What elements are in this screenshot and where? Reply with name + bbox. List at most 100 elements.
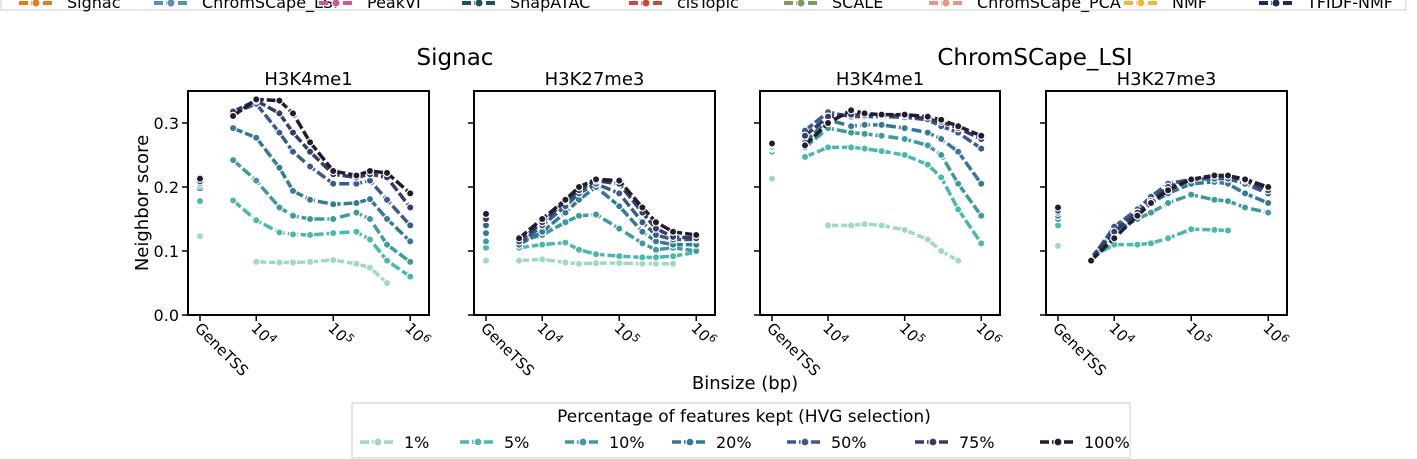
data-point	[305, 230, 315, 240]
data-point	[382, 278, 392, 288]
data-point	[1163, 198, 1173, 208]
data-point	[668, 259, 678, 268]
data-point	[1133, 211, 1142, 220]
group-title-signac: Signac	[417, 45, 494, 71]
data-point	[900, 123, 909, 133]
y-axis-label: Neighbor score	[132, 135, 153, 271]
y-tick-label: 0.1	[154, 242, 179, 261]
method-legend-marker	[1271, 0, 1281, 8]
data-point	[406, 189, 415, 198]
data-point	[923, 128, 932, 137]
data-point	[514, 233, 524, 243]
data-point	[860, 144, 869, 153]
series-100%	[195, 95, 415, 198]
data-point	[1110, 233, 1119, 243]
data-point	[937, 150, 946, 160]
data-point	[365, 194, 375, 204]
method-legend-item: ChromSCape_PCA	[929, 0, 1121, 13]
data-point	[900, 134, 909, 144]
data-point	[228, 155, 238, 165]
series-100%	[481, 175, 701, 243]
data-point	[615, 224, 624, 233]
percentage-legend-label: 50%	[831, 433, 867, 452]
data-point	[305, 137, 315, 147]
series-line	[232, 97, 412, 195]
genetss-point	[1053, 241, 1063, 251]
data-point	[1223, 171, 1233, 180]
data-point	[305, 214, 315, 224]
data-point	[352, 171, 361, 180]
data-point	[275, 258, 284, 267]
data-point	[668, 227, 678, 236]
percentage-legend-label: 10%	[609, 433, 645, 452]
data-point	[275, 128, 284, 137]
data-point	[615, 251, 624, 261]
data-point	[1187, 225, 1196, 234]
data-point	[860, 120, 869, 130]
series-line	[518, 240, 697, 260]
x-tick-label: GeneTSS	[191, 319, 252, 380]
genetss-point	[767, 139, 777, 148]
genetss-point	[481, 209, 491, 219]
data-point	[352, 198, 361, 208]
data-point	[561, 238, 570, 247]
data-point	[846, 105, 856, 115]
data-point	[406, 203, 415, 212]
panel-frame	[473, 90, 716, 316]
method-legend-marker	[1136, 0, 1146, 8]
data-point	[382, 240, 392, 249]
x-tick-label: 104	[1105, 318, 1138, 351]
data-point	[591, 249, 601, 259]
data-point	[352, 227, 361, 236]
data-point	[638, 239, 647, 248]
data-point	[288, 186, 298, 196]
data-point	[1264, 182, 1273, 192]
data-point	[252, 216, 261, 225]
percentage-legend-marker	[578, 437, 588, 447]
x-tick-label: 106	[687, 318, 720, 351]
data-point	[252, 133, 261, 142]
data-point	[937, 173, 946, 182]
data-point	[406, 272, 415, 281]
series-line	[517, 182, 697, 246]
x-tick-label: 106	[401, 318, 434, 351]
method-legend-item: ShapATAC	[462, 0, 590, 12]
data-point	[228, 111, 238, 121]
method-legend: Signac ChromSCape_LSI PeakVI ShapATAC cisTop…	[0, 0, 1407, 13]
data-point	[900, 110, 909, 119]
data-point	[329, 214, 338, 224]
data-point	[288, 128, 298, 137]
method-legend-marker	[331, 0, 341, 8]
series-line	[803, 126, 983, 217]
data-point	[365, 166, 375, 176]
x-axis-label: Binsize (bp)	[692, 373, 798, 394]
data-point	[954, 147, 963, 156]
method-legend-frame	[0, 0, 1407, 11]
data-point	[954, 121, 963, 131]
percentage-legend-frame	[351, 402, 1131, 459]
data-point	[288, 230, 298, 239]
percentage-legend-item: 1%	[360, 433, 429, 452]
data-point	[1210, 225, 1219, 235]
data-point	[288, 109, 298, 118]
series-5%	[1053, 221, 1233, 262]
method-legend-item: Signac	[19, 0, 121, 12]
percentage-legend-item: 20%	[672, 433, 752, 452]
method-legend-item: TFIDF-NMF	[1259, 0, 1393, 12]
percentage-legend-marker	[685, 437, 695, 447]
x-tick-label: 105	[324, 318, 357, 351]
method-legend-marker	[796, 0, 806, 8]
data-point	[406, 257, 415, 267]
data-point	[252, 95, 261, 104]
method-legend-marker	[31, 0, 41, 8]
series-1%	[195, 232, 392, 288]
data-point	[1223, 196, 1233, 206]
series-100%	[1053, 171, 1273, 265]
data-point	[977, 239, 986, 248]
data-point	[574, 259, 584, 268]
series-75%	[1053, 171, 1273, 264]
series-5%	[195, 196, 415, 281]
series-line	[518, 257, 674, 266]
data-point	[1264, 198, 1273, 208]
